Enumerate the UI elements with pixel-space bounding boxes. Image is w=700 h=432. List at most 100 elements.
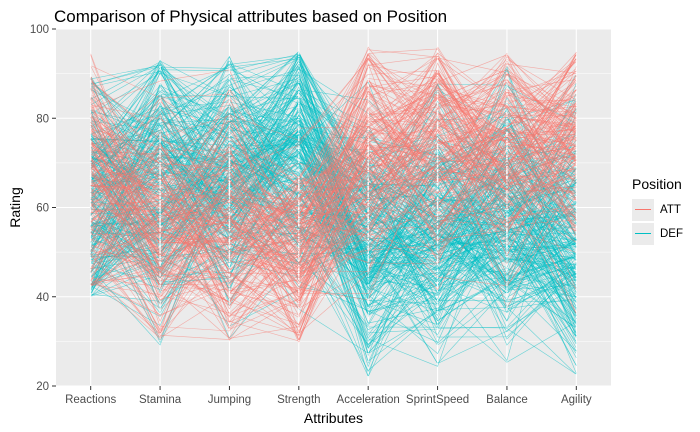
axis-point — [159, 304, 161, 307]
axis-point — [298, 228, 300, 231]
axis-point — [436, 112, 439, 115]
axis-point — [575, 115, 578, 118]
axis-point — [436, 137, 439, 140]
axis-point — [506, 133, 508, 135]
series-line-att — [90, 82, 577, 269]
axis-point — [575, 158, 578, 160]
axis-point — [506, 149, 508, 152]
axis-point — [575, 373, 578, 376]
series-line-att — [90, 116, 577, 276]
axis-point — [436, 179, 439, 181]
axis-point — [298, 268, 300, 270]
axis-point — [298, 253, 300, 256]
series-line-att — [90, 94, 577, 295]
axis-point — [298, 233, 300, 236]
axis-point — [575, 297, 578, 300]
axis-point — [506, 248, 508, 251]
axis-point — [575, 133, 578, 135]
axis-point — [228, 273, 231, 276]
axis-point — [159, 233, 161, 235]
series-line-att — [90, 78, 577, 281]
x-tick-label: Jumping — [208, 394, 251, 406]
axis-point — [436, 114, 439, 116]
axis-point — [506, 113, 508, 115]
axis-point — [159, 187, 161, 189]
series-line-att — [90, 54, 577, 178]
axis-point — [367, 275, 369, 277]
axis-point — [89, 95, 92, 97]
axis-point — [228, 152, 231, 154]
axis-point — [575, 142, 578, 145]
axis-point — [575, 144, 578, 147]
axis-point — [298, 100, 300, 103]
axis-point — [159, 308, 161, 311]
axis-point — [89, 127, 92, 129]
axis-point — [436, 71, 439, 73]
axis-point — [575, 126, 578, 129]
axis-point — [228, 325, 231, 327]
axis-point — [89, 161, 92, 164]
axis-point — [436, 143, 439, 145]
axis-point — [159, 136, 161, 138]
axis-point — [506, 54, 508, 56]
axis-point — [298, 292, 300, 295]
axis-point — [89, 150, 92, 153]
axis-point — [436, 222, 439, 225]
axis-point — [367, 314, 369, 317]
axis-point — [575, 106, 578, 109]
axis-point — [575, 249, 578, 252]
axis-point — [436, 111, 439, 113]
axis-point — [159, 249, 161, 252]
axis-point — [89, 210, 92, 212]
axis-point — [159, 248, 161, 250]
axis-point — [575, 260, 578, 262]
axis-point — [575, 277, 578, 280]
axis-point — [506, 80, 508, 83]
axis-point — [298, 203, 300, 206]
axis-point — [159, 296, 161, 299]
axis-point — [298, 236, 300, 239]
axis-point — [89, 295, 92, 298]
axis-point — [298, 95, 300, 97]
axis-point — [228, 205, 231, 208]
axis-point — [89, 104, 92, 107]
axis-point — [506, 140, 508, 143]
axis-point — [367, 162, 369, 165]
axis-point — [159, 274, 161, 276]
y-tick-label: 100 — [30, 24, 49, 36]
axis-point — [298, 339, 300, 342]
axis-point — [228, 266, 231, 268]
axis-point — [367, 160, 369, 162]
axis-point — [575, 237, 578, 240]
axis-point — [367, 193, 369, 196]
axis-point — [89, 204, 92, 207]
axis-point — [506, 247, 508, 249]
axis-point — [436, 229, 439, 232]
axis-point — [367, 138, 369, 141]
axis-point — [228, 305, 231, 307]
axis-point — [367, 111, 369, 114]
axis-point — [159, 149, 161, 152]
axis-point — [506, 83, 508, 85]
axis-point — [159, 146, 161, 149]
axis-point — [89, 197, 92, 199]
series-line-att — [90, 103, 577, 310]
axis-point — [506, 172, 508, 175]
series-line-def — [90, 56, 577, 245]
legend-key-att — [632, 199, 654, 221]
axis-point — [575, 230, 578, 233]
axis-point — [575, 78, 578, 81]
axis-point — [298, 62, 300, 65]
axis-point — [367, 185, 369, 188]
axis-point — [436, 204, 439, 206]
axis-point — [298, 341, 300, 344]
axis-point — [228, 165, 231, 168]
axis-point — [575, 97, 578, 99]
axis-point — [159, 263, 161, 266]
axis-point — [89, 245, 92, 248]
axis-point — [228, 130, 231, 132]
axis-point — [228, 256, 231, 259]
axis-point — [228, 236, 231, 239]
axis-point — [159, 218, 161, 220]
axis-point — [159, 197, 161, 200]
